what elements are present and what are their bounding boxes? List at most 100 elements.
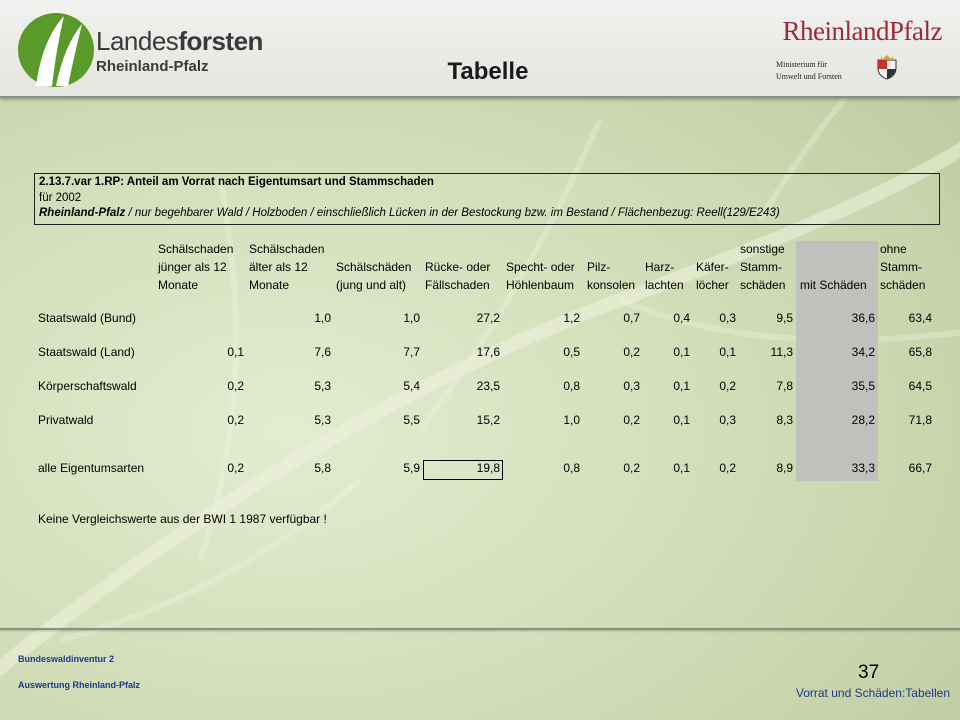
table-cell: 65,8 — [908, 345, 932, 359]
table-cell: 5,8 — [314, 461, 331, 475]
table-cell: 0,1 — [673, 345, 690, 359]
ministry-line-2: Umwelt und Forsten — [776, 72, 842, 81]
table-cell: 0,2 — [719, 379, 736, 393]
table-cell: 66,7 — [908, 461, 932, 475]
table-cell: 35,5 — [851, 379, 875, 393]
table-cell: 0,8 — [563, 461, 580, 475]
landesforsten-wordmark: Landesforsten — [96, 26, 263, 56]
table-cell: 7,7 — [403, 345, 420, 359]
table-cell: 11,3 — [770, 345, 793, 359]
column-header-11-line-3: schäden — [880, 278, 926, 292]
column-header-7-line-2: Harz- — [645, 260, 675, 274]
table-cell: 0,2 — [227, 379, 244, 393]
table-cell: 0,4 — [673, 311, 690, 325]
selected-cell — [423, 460, 503, 480]
table-cell: 71,8 — [908, 413, 932, 427]
column-header-1-line-1: Schälschaden — [158, 242, 234, 256]
table-cell: 5,3 — [314, 379, 331, 393]
table-cell: 15,2 — [476, 413, 500, 427]
caption-title: 2.13.7.var 1.RP: Anteil am Vorrat nach E… — [39, 176, 434, 188]
landesforsten-region: Rheinland-Pfalz — [96, 58, 209, 75]
column-header-4-line-3: Fällschaden — [425, 278, 490, 292]
table-cell: 64,5 — [908, 379, 932, 393]
slide-header: Landesforsten Rheinland-Pfalz Tabelle Rh… — [0, 0, 960, 98]
caption-year: für 2002 — [39, 192, 82, 204]
column-header-7-line-3: lachten — [645, 278, 684, 292]
column-header-3-line-2: Schälschäden — [336, 260, 412, 274]
table-caption: 2.13.7.var 1.RP: Anteil am Vorrat nach E… — [34, 173, 940, 225]
table-cell: 0,7 — [623, 311, 640, 325]
table-cell: 7,6 — [314, 345, 331, 359]
column-header-5-line-3: Höhlenbaum — [506, 278, 575, 292]
column-header-1-line-2: jünger als 12 — [158, 260, 227, 274]
ministry-line-1: Ministerium für — [776, 60, 827, 69]
column-header-11-line-2: Stamm- — [880, 260, 922, 274]
landesforsten-logo-icon — [18, 13, 94, 87]
table-cell: 0,2 — [623, 413, 640, 427]
column-header-9-line-3: schäden — [740, 278, 786, 292]
footer-divider — [0, 628, 960, 630]
column-header-8-line-2: Käfer- — [696, 260, 729, 274]
page-title: Tabelle — [447, 58, 529, 85]
table-cell: 0,2 — [623, 345, 640, 359]
table-cell: 0,3 — [623, 379, 640, 393]
table-cell: 1,0 — [403, 311, 420, 325]
caption-scope: Rheinland-Pfalz / nur begehbarer Wald / … — [39, 207, 780, 219]
table-cell: 19,8 — [476, 461, 500, 475]
footer-inventory: Bundeswaldinventur 2 — [18, 654, 115, 664]
footnote: Keine Vergleichswerte aus der BWI 1 1987… — [38, 512, 327, 526]
column-header-2-line-3: Monate — [249, 278, 290, 292]
table-cell: 34,2 — [851, 345, 875, 359]
coat-of-arms-icon — [877, 55, 897, 80]
table-cell: 5,4 — [403, 379, 420, 393]
row-label: Privatwald — [38, 413, 94, 427]
table-cell: 28,2 — [851, 413, 875, 427]
table-cell: 0,1 — [673, 379, 690, 393]
table-cell: 17,6 — [476, 345, 500, 359]
table-cell: 1,0 — [563, 413, 580, 427]
table-cell: 5,3 — [314, 413, 331, 427]
row-label: Körperschaftswald — [38, 379, 137, 393]
table-cell: 5,9 — [403, 461, 420, 475]
table-cell: 0,5 — [563, 345, 580, 359]
table-cell: 0,1 — [673, 413, 690, 427]
table-cell: 0,2 — [227, 413, 244, 427]
row-label: Staatswald (Land) — [38, 345, 135, 359]
table-cell: 0,1 — [227, 345, 244, 359]
table-cell: 8,9 — [776, 461, 793, 475]
column-header-6-line-2: Pilz- — [587, 260, 611, 274]
column-header-1-line-3: Monate — [158, 278, 199, 292]
table-cell: 0,3 — [719, 413, 736, 427]
table-cell: 0,3 — [719, 311, 736, 325]
column-header-6-line-3: konsolen — [587, 278, 636, 292]
footer-section: Vorrat und Schäden:Tabellen — [795, 686, 950, 700]
table-cell: 7,8 — [776, 379, 793, 393]
table-cell: 1,2 — [563, 311, 580, 325]
rheinland-pfalz-wordmark: RheinlandPfalz — [782, 16, 943, 46]
table-cell: 9,5 — [776, 311, 793, 325]
column-header-10-line-3: mit Schäden — [800, 278, 867, 292]
column-header-11-line-1: ohne — [880, 242, 907, 256]
footer-evaluation: Auswertung Rheinland-Pfalz — [18, 680, 141, 690]
table-cell: 1,0 — [314, 311, 331, 325]
column-header-9-line-1: sonstige — [740, 242, 785, 256]
table-cell: 0,2 — [623, 461, 640, 475]
column-header-8-line-3: löcher — [696, 278, 729, 292]
table-cell: 23,5 — [476, 379, 500, 393]
column-header-2-line-2: älter als 12 — [249, 260, 308, 274]
column-header-4-line-2: Rücke- oder — [425, 260, 491, 274]
table-cell: 0,2 — [719, 461, 736, 475]
table-cell: 27,2 — [476, 311, 500, 325]
column-header-3-line-3: (jung und alt) — [336, 278, 407, 292]
table-cell: 8,3 — [776, 413, 793, 427]
table-cell: 36,6 — [851, 311, 875, 325]
table-cell: 33,3 — [851, 461, 875, 475]
table-cell: 0,1 — [673, 461, 690, 475]
table-cell: 0,2 — [227, 461, 244, 475]
row-label: Staatswald (Bund) — [38, 311, 137, 325]
table-cell: 5,5 — [403, 413, 420, 427]
table-cell: 0,1 — [719, 345, 736, 359]
table-sheet: 2.13.7.var 1.RP: Anteil am Vorrat nach E… — [0, 98, 960, 628]
highlighted-column-mit-schaeden — [796, 241, 878, 481]
table-cell: 0,8 — [563, 379, 580, 393]
